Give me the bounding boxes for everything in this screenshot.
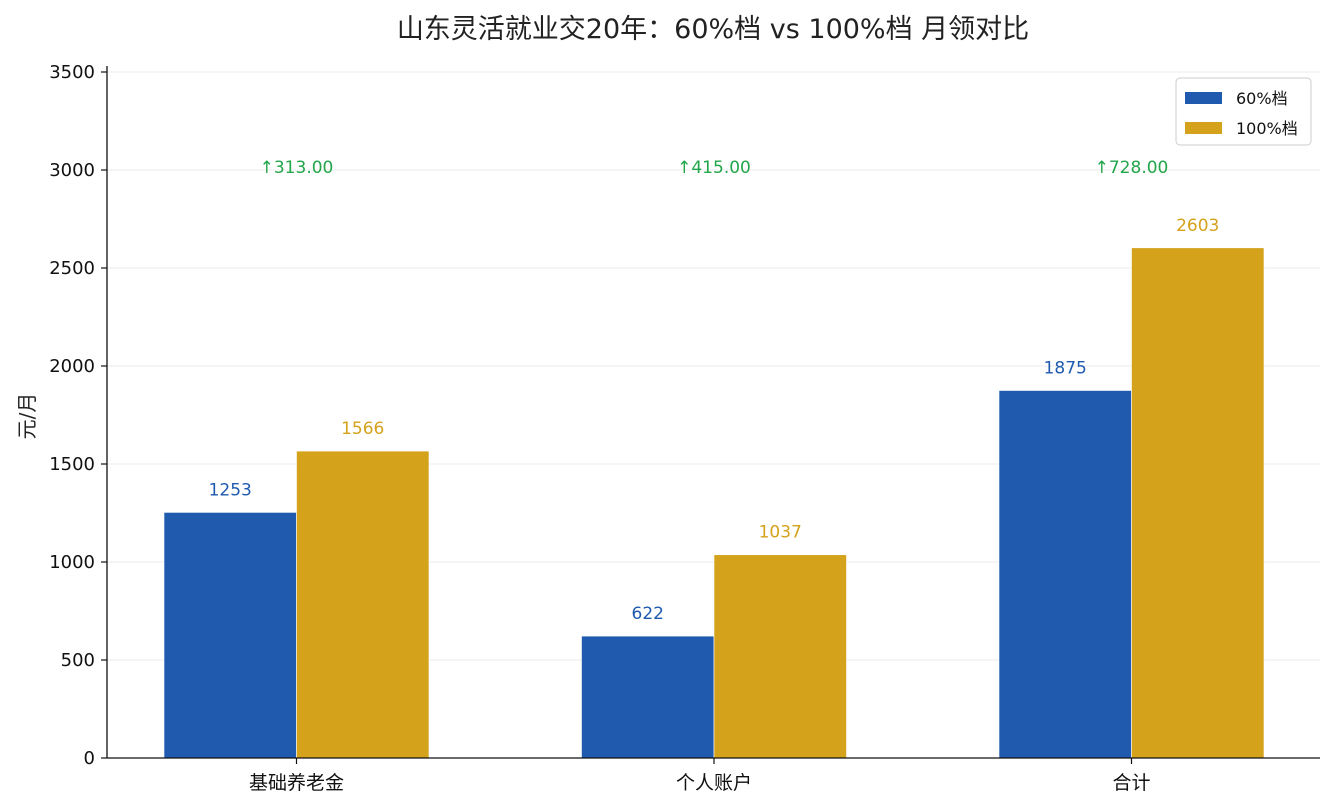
difference-annotation: ↑415.00 bbox=[677, 158, 751, 178]
legend-label: 100%档 bbox=[1236, 119, 1298, 138]
y-tick-label: 2500 bbox=[49, 258, 95, 279]
bar-value-label: 2603 bbox=[1176, 216, 1219, 236]
legend-swatch bbox=[1185, 92, 1222, 104]
bar-series-2 bbox=[296, 450, 430, 759]
bar-series-1 bbox=[163, 512, 297, 759]
bar-value-label: 1037 bbox=[759, 523, 802, 543]
difference-annotation: ↑313.00 bbox=[260, 158, 334, 178]
y-tick-label: 2000 bbox=[49, 356, 95, 377]
bar-series-2 bbox=[713, 554, 847, 759]
x-tick-label: 个人账户 bbox=[676, 772, 752, 794]
y-tick-label: 500 bbox=[61, 650, 95, 671]
chart-title: 山东灵活就业交20年：60%档 vs 100%档 月领对比 bbox=[397, 14, 1029, 45]
x-tick-label: 基础养老金 bbox=[249, 772, 344, 794]
y-tick-label: 1000 bbox=[49, 552, 95, 573]
legend-label: 60%档 bbox=[1236, 89, 1288, 108]
data-labels: 1253 1566 ↑313.00 622 1037 ↑415.00 1875 2603 ↑72… bbox=[209, 158, 1220, 624]
bar-value-label: 1253 bbox=[209, 480, 252, 500]
axes: 0 500 1000 1500 2000 2500 3000 3500 基础养老金 个人账户 合计 bbox=[49, 62, 1320, 794]
legend-swatch bbox=[1185, 122, 1222, 134]
x-tick-label: 合计 bbox=[1112, 772, 1150, 794]
legend: 60%档 100%档 bbox=[1175, 77, 1312, 146]
bar-value-label: 1875 bbox=[1044, 359, 1087, 379]
bar-value-label: 1566 bbox=[341, 419, 384, 439]
bar-series-1 bbox=[581, 635, 715, 759]
bar-value-label: 622 bbox=[632, 604, 664, 624]
y-tick-label: 0 bbox=[84, 748, 95, 769]
y-tick-label: 3500 bbox=[49, 62, 95, 83]
y-axis-label: 元/月 bbox=[15, 393, 39, 440]
difference-annotation: ↑728.00 bbox=[1095, 158, 1169, 178]
bar-series-1 bbox=[998, 390, 1132, 759]
y-tick-label: 1500 bbox=[49, 454, 95, 475]
bars bbox=[163, 247, 1265, 759]
bar-series-2 bbox=[1131, 247, 1265, 759]
y-tick-label: 3000 bbox=[49, 160, 95, 181]
